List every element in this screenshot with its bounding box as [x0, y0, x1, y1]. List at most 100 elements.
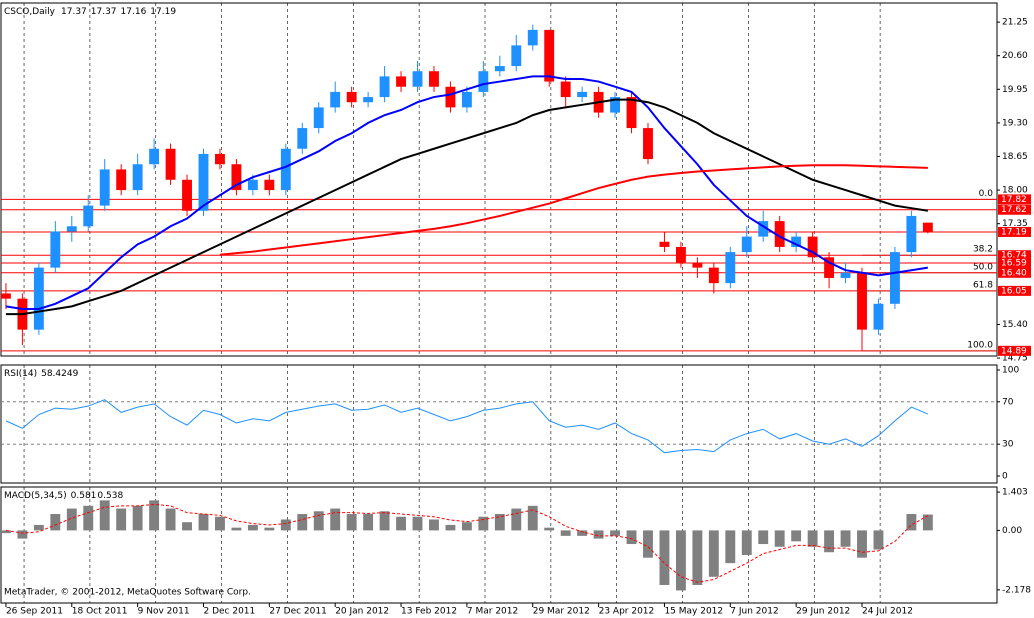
candle-body [725, 252, 736, 284]
candle-body [626, 97, 637, 129]
candle-body [264, 179, 275, 191]
candle-body [560, 81, 571, 98]
low: 17.16 [121, 7, 147, 17]
rsi-line [5, 399, 929, 454]
histogram-bar [182, 522, 192, 531]
y-tick-label: 30 [1002, 440, 1014, 450]
open: 17.37 [61, 7, 87, 17]
fibo-label: 0.0 [979, 189, 994, 199]
fibo-label: 100.0 [967, 340, 993, 350]
candle-body [182, 179, 192, 211]
candle-body [478, 71, 489, 92]
candle-body [330, 91, 341, 108]
x-tick-label: 15 May 2012 [664, 607, 723, 617]
histogram-bar [346, 514, 357, 531]
x-tick-label: 29 Jun 2012 [796, 607, 850, 617]
histogram-bar [231, 527, 242, 531]
y-tick-label: -2.178 [1002, 585, 1031, 595]
histogram-bar [33, 524, 44, 531]
moving-average [5, 98, 929, 316]
candle-body [906, 215, 917, 253]
candle-body [346, 91, 357, 103]
histogram-bar [692, 530, 703, 585]
candle-body [692, 262, 703, 268]
histogram-bar [922, 514, 933, 531]
candle-body [313, 107, 324, 129]
candle-body [840, 272, 851, 278]
x-tick-label: 24 Jul 2012 [862, 607, 913, 617]
candle-body [247, 179, 258, 191]
candle-body [675, 246, 686, 263]
x-tick-label: 18 Oct 2011 [72, 607, 128, 617]
candle-body [116, 169, 127, 191]
panel-frame [0, 486, 998, 604]
level-tag [998, 204, 1031, 215]
candle-body [297, 128, 308, 149]
histogram-bar [840, 530, 851, 547]
rsi-name: RSI(14) [4, 369, 37, 379]
histogram-bar [494, 514, 505, 531]
histogram-bar [396, 516, 406, 531]
x-tick-label: 27 Dec 2011 [269, 607, 327, 617]
rsi-title: RSI(14) 58.4249 [4, 369, 79, 379]
histogram-bar [774, 530, 785, 547]
y-tick-label: 15.40 [1002, 320, 1028, 330]
level-tag [998, 257, 1031, 268]
candle-body [66, 226, 77, 232]
histogram-bar [626, 530, 637, 545]
candle-body [741, 236, 752, 253]
x-tick-label: 23 Apr 2012 [599, 607, 655, 617]
candle-body [610, 97, 621, 113]
histogram-bar [412, 516, 423, 531]
candle-body [231, 164, 242, 191]
y-tick-label: 1.403 [1002, 488, 1028, 498]
histogram-bar [149, 500, 160, 531]
candle-body [659, 241, 670, 247]
histogram-bar [83, 505, 94, 531]
level-label: 17.19 [1001, 227, 1027, 237]
histogram-bar [577, 530, 588, 536]
candle-body [461, 91, 472, 108]
level-tag [998, 285, 1031, 296]
candle-body [889, 252, 900, 304]
level-label: 16.59 [1001, 258, 1027, 268]
fibo-label: 38.2 [973, 245, 993, 255]
histogram-bar [0, 530, 11, 534]
histogram-bar [429, 519, 439, 531]
x-tick-label: 7 Jun 2012 [730, 607, 778, 617]
y-tick-label: 19.30 [1002, 118, 1028, 128]
histogram-bar [330, 508, 341, 531]
histogram-bar [725, 530, 736, 564]
histogram-bar [313, 511, 324, 531]
histogram-bar [116, 508, 127, 531]
x-tick-label: 13 Feb 2012 [401, 607, 457, 617]
panel-frame [0, 364, 998, 484]
histogram-bar [280, 519, 291, 531]
candle-body [758, 221, 769, 237]
y-tick-label: 18.00 [1002, 186, 1028, 196]
histogram-bar [264, 527, 275, 531]
candle-body [149, 148, 160, 165]
y-tick-label: 14.75 [1002, 354, 1028, 364]
candle-body [396, 76, 406, 87]
histogram-bar [560, 530, 571, 536]
candle-body [807, 236, 818, 258]
signal-line [5, 503, 929, 583]
level-label: 16.74 [1001, 251, 1027, 261]
histogram-bar [511, 508, 522, 531]
level-label: 17.82 [1001, 195, 1027, 205]
x-tick-label: 7 Mar 2012 [467, 607, 518, 617]
fibo-label: 50.0 [973, 262, 993, 272]
histogram-bar [708, 530, 719, 577]
candle-body [544, 29, 555, 82]
histogram-bar [807, 530, 818, 547]
y-tick-label: 20.60 [1002, 51, 1028, 61]
histogram-bar [445, 524, 456, 531]
level-tag [998, 267, 1031, 278]
histogram-bar [758, 530, 769, 545]
candle-body [824, 257, 835, 278]
candle-body [198, 153, 209, 211]
candle-body [873, 303, 884, 330]
x-tick-label: 2 Dec 2011 [203, 607, 255, 617]
